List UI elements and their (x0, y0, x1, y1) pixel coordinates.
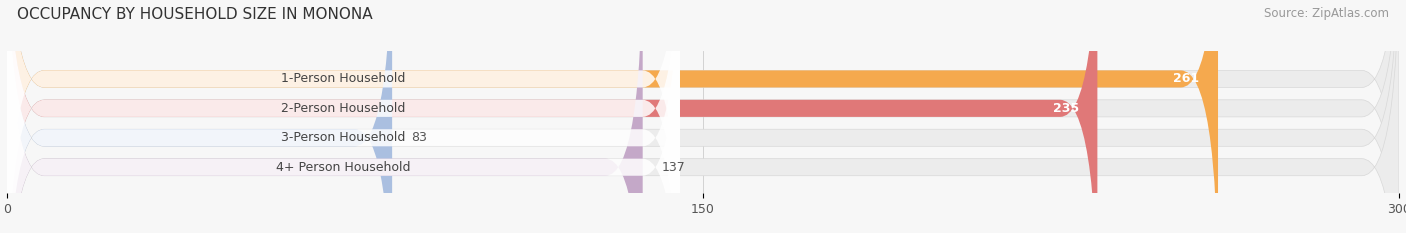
Text: 2-Person Household: 2-Person Household (281, 102, 405, 115)
Text: OCCUPANCY BY HOUSEHOLD SIZE IN MONONA: OCCUPANCY BY HOUSEHOLD SIZE IN MONONA (17, 7, 373, 22)
FancyBboxPatch shape (7, 0, 681, 233)
Text: 261: 261 (1174, 72, 1199, 86)
FancyBboxPatch shape (7, 0, 1399, 233)
FancyBboxPatch shape (7, 0, 681, 233)
FancyBboxPatch shape (7, 0, 681, 233)
FancyBboxPatch shape (7, 0, 681, 233)
FancyBboxPatch shape (7, 0, 643, 233)
Text: 4+ Person Household: 4+ Person Household (276, 161, 411, 174)
Text: 3-Person Household: 3-Person Household (281, 131, 405, 144)
FancyBboxPatch shape (7, 0, 1399, 233)
Text: 137: 137 (661, 161, 685, 174)
FancyBboxPatch shape (7, 0, 1399, 233)
FancyBboxPatch shape (7, 0, 392, 233)
Text: Source: ZipAtlas.com: Source: ZipAtlas.com (1264, 7, 1389, 20)
Text: 1-Person Household: 1-Person Household (281, 72, 405, 86)
Text: 83: 83 (411, 131, 426, 144)
FancyBboxPatch shape (7, 0, 1399, 233)
FancyBboxPatch shape (7, 0, 1098, 233)
FancyBboxPatch shape (7, 0, 1218, 233)
Text: 235: 235 (1053, 102, 1078, 115)
